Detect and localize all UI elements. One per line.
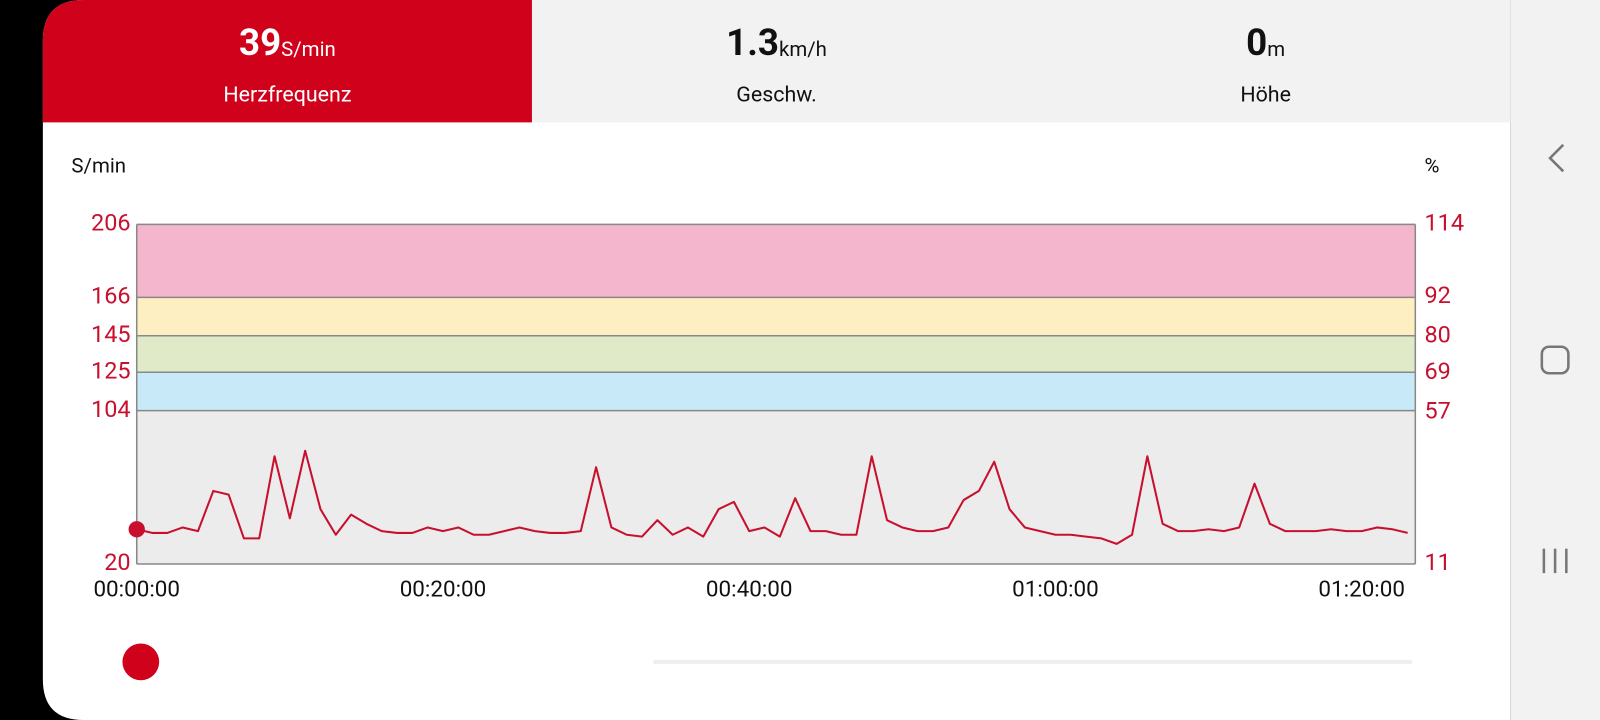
y-tick-label: 145: [91, 320, 131, 348]
y-tick-label: 104: [91, 395, 131, 423]
tab-background: [531, 0, 1022, 123]
tab[interactable]: 39S/min Herzfrequenz: [42, 0, 532, 123]
tab-value: 0: [1246, 21, 1267, 64]
tab-value: 1.3: [726, 21, 779, 64]
y2-tick-label: 57: [1424, 397, 1450, 425]
back-button[interactable]: [1548, 143, 1565, 173]
zone-band: [136, 224, 1416, 298]
nav-bar: [1510, 0, 1600, 720]
x-tick-label: 00:40:00: [706, 576, 793, 602]
zone-band: [136, 297, 1416, 336]
zone-band: [136, 372, 1416, 411]
tab-value: 39: [239, 21, 281, 64]
tab-unit: km/h: [779, 37, 827, 61]
zone-band: [136, 410, 1416, 564]
x-tick-label: 01:20:00: [1318, 576, 1405, 602]
y2-tick-label: 114: [1424, 209, 1464, 237]
y-tick-label: 206: [91, 209, 131, 237]
tab-unit: m: [1267, 37, 1285, 61]
tab-label: Höhe: [1240, 83, 1291, 108]
slider-thumb[interactable]: [122, 643, 160, 681]
tab-label: Herzfrequenz: [223, 83, 351, 108]
tab[interactable]: 1.3km/h Geschw.: [531, 0, 1022, 123]
heart-rate-line: [136, 449, 1408, 545]
y2-tick-label: 11: [1424, 548, 1450, 576]
slider-track[interactable]: [653, 659, 1413, 664]
recents-button[interactable]: [1542, 548, 1568, 574]
y-tick-label: 125: [91, 356, 131, 384]
y-tick-label: 20: [104, 548, 130, 576]
x-tick-label: 00:20:00: [400, 576, 487, 602]
tab-label: Geschw.: [736, 83, 816, 108]
cursor-dot: [128, 521, 145, 538]
y-tick-label: 166: [91, 282, 131, 310]
tab-value-group: 39S/min: [239, 21, 336, 64]
tab-value-group: 0m: [1246, 21, 1285, 64]
tab-unit: S/min: [281, 37, 336, 61]
x-tick-label: 01:00:00: [1012, 576, 1099, 602]
y2-tick-label: 80: [1424, 321, 1450, 349]
home-button[interactable]: [1540, 345, 1570, 375]
zone-band: [136, 335, 1416, 373]
tab-background: [42, 0, 532, 123]
y2-tick-label: 69: [1424, 357, 1450, 385]
y-axis-label: S/min: [71, 154, 126, 178]
tab-bar: 39S/min Herzfrequenz 1.3km/h Geschw. 0m Höhe: [42, 0, 1511, 123]
tab[interactable]: 0m Höhe: [1021, 0, 1511, 123]
tab-value-group: 1.3km/h: [726, 21, 827, 64]
tab-background: [1021, 0, 1511, 123]
chart: 20 104 125 145 166 206 11 57 69 80 92 114 00:00:00 00…: [71, 154, 1464, 603]
y2-tick-label: 92: [1424, 281, 1450, 309]
x-tick-label: 00:00:00: [93, 576, 180, 602]
y2-axis-label: %: [1424, 154, 1439, 178]
